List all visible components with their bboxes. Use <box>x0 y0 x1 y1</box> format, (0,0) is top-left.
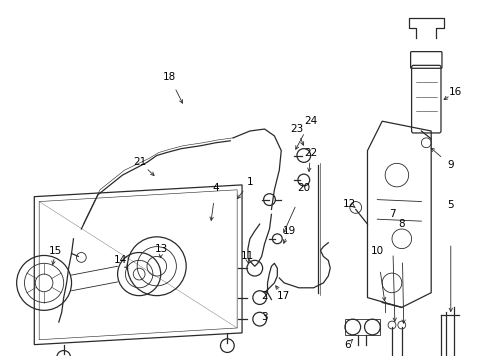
Text: 21: 21 <box>133 157 146 167</box>
Text: 12: 12 <box>343 198 356 208</box>
Text: 13: 13 <box>155 244 168 253</box>
Bar <box>344 319 380 335</box>
Text: 22: 22 <box>304 148 317 158</box>
Text: 10: 10 <box>370 246 383 256</box>
Text: 14: 14 <box>114 255 127 265</box>
Text: 16: 16 <box>448 87 461 97</box>
Text: 8: 8 <box>398 219 404 229</box>
Text: 18: 18 <box>163 72 176 82</box>
Text: 23: 23 <box>290 124 303 134</box>
Text: 19: 19 <box>282 226 295 236</box>
Text: 1: 1 <box>246 177 253 187</box>
Text: 24: 24 <box>304 116 317 126</box>
Text: 9: 9 <box>447 160 453 170</box>
Text: 7: 7 <box>388 209 394 219</box>
Text: 4: 4 <box>212 183 219 193</box>
Text: 20: 20 <box>297 183 310 193</box>
Text: 3: 3 <box>261 312 267 322</box>
Text: 5: 5 <box>447 199 453 210</box>
Text: 15: 15 <box>49 246 62 256</box>
Text: 11: 11 <box>240 251 253 261</box>
Text: 2: 2 <box>261 291 267 301</box>
Text: 6: 6 <box>344 339 350 350</box>
Text: 17: 17 <box>276 291 289 301</box>
